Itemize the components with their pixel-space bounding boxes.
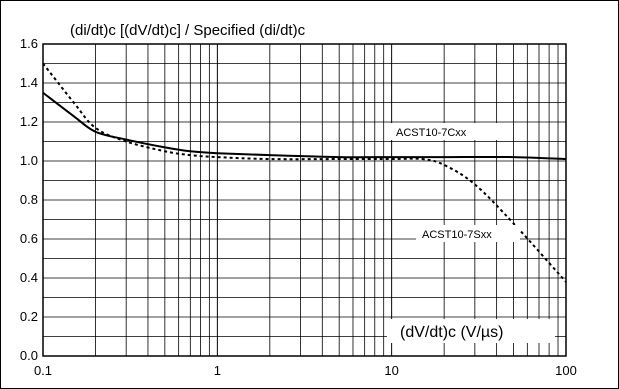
y-tick-label: 0.0 xyxy=(20,348,38,363)
x-axis-label-background xyxy=(387,319,555,343)
x-axis-label: (dV/dt)c (V/µs) xyxy=(400,324,503,341)
y-tick-label: 0.2 xyxy=(20,309,38,324)
x-tick-label: 1 xyxy=(214,363,221,378)
x-tick-label: 0.1 xyxy=(34,363,52,378)
y-tick-label: 1.4 xyxy=(20,75,38,90)
y-tick-label: 0.6 xyxy=(20,231,38,246)
y-tick-label: 1.6 xyxy=(20,36,38,51)
y-tick-label: 1.0 xyxy=(20,153,38,168)
plot-border xyxy=(42,43,567,357)
y-tick-label: 0.4 xyxy=(20,270,38,285)
y-tick-label: 0.8 xyxy=(20,192,38,207)
series-label-background-1 xyxy=(389,123,503,140)
grid xyxy=(42,43,567,357)
chart-title: (di/dt)c [(dV/dt)c] / Specified (di/dt)c xyxy=(70,22,306,39)
series-label-background-2 xyxy=(416,225,520,242)
y-tick-label: 1.2 xyxy=(20,114,38,129)
x-tick-label: 10 xyxy=(384,363,398,378)
tick-labels: 0.1 1 10 100 0.0 0.2 0.4 0.6 0.8 1.0 1.2 1.4 1.6 xyxy=(20,36,577,378)
series-line-acst10-7cxx xyxy=(42,91,567,161)
series-label-acst10-7cxx: ACST10-7Cxx xyxy=(396,127,467,139)
x-tick-label: 100 xyxy=(555,363,577,378)
series-label-acst10-7sxx: ACST10-7Sxx xyxy=(422,229,492,241)
series-layer xyxy=(42,62,567,283)
series-line-acst10-7sxx xyxy=(42,62,567,283)
